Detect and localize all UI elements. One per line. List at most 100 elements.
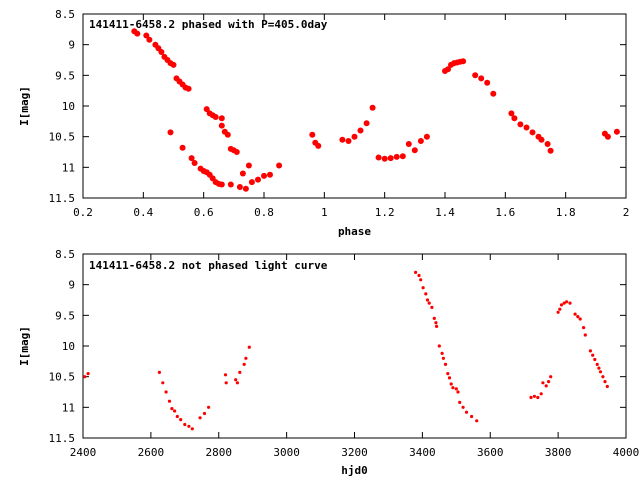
chart-1-data-point bbox=[315, 142, 322, 149]
chart-1-x-tick-label: 1 bbox=[321, 206, 328, 219]
chart-1-y-tick-label: 9 bbox=[68, 39, 75, 52]
chart-2-data-point bbox=[183, 422, 187, 427]
chart-1-data-point bbox=[185, 85, 192, 92]
chart-1-y-tick-label: 10 bbox=[62, 100, 75, 113]
chart-1-data-point bbox=[158, 49, 165, 55]
chart-2-data-point bbox=[223, 373, 228, 377]
chart-1-data-point bbox=[511, 115, 518, 122]
chart-1-data-point bbox=[191, 160, 198, 166]
chart-1-data-point bbox=[523, 124, 530, 131]
chart-1-y-tick-label: 11 bbox=[62, 161, 75, 174]
chart-2-data-point bbox=[419, 278, 423, 282]
chart-1-data-point bbox=[236, 184, 243, 190]
chart-2-data-point bbox=[198, 416, 202, 420]
chart-2-data-point bbox=[591, 353, 595, 357]
chart-2-data-point bbox=[559, 303, 564, 307]
chart-1-data-point bbox=[387, 155, 394, 162]
chart-2-data-point bbox=[565, 300, 569, 304]
chart-2-x-tick-label: 3600 bbox=[477, 446, 504, 459]
chart-2-data-point bbox=[425, 298, 430, 302]
chart-2-data-point bbox=[157, 370, 161, 374]
chart-1-data-point bbox=[255, 176, 261, 183]
chart-1-y-tick-label: 8.5 bbox=[55, 8, 75, 21]
chart-1-x-tick-label: 0.2 bbox=[73, 206, 93, 219]
chart-1-x-tick-label: 1.8 bbox=[556, 206, 576, 219]
chart-1-data-point bbox=[547, 147, 554, 154]
chart-1-data-point bbox=[267, 171, 273, 178]
chart-2-data-point bbox=[595, 362, 599, 366]
chart-2-data-point bbox=[593, 357, 597, 362]
chart-1-data-point bbox=[417, 138, 424, 144]
chart-1-data-point bbox=[242, 185, 249, 192]
chart-2-y-tick-label: 11 bbox=[62, 401, 75, 414]
chart-2-data-point bbox=[234, 378, 238, 382]
chart-1-x-axis-label: phase bbox=[338, 225, 371, 238]
chart-2-data-point bbox=[556, 310, 560, 314]
chart-1-data-point bbox=[203, 106, 210, 113]
chart-2-y-tick-label: 9 bbox=[68, 279, 75, 292]
chart-2-x-tick-label: 4000 bbox=[613, 446, 640, 459]
chart-1-data-point bbox=[233, 149, 240, 155]
chart-2-data-point bbox=[434, 321, 438, 325]
chart-2-data-point bbox=[173, 409, 177, 413]
chart-2-data-point bbox=[437, 344, 441, 348]
chart-2-data-point bbox=[447, 376, 452, 380]
chart-1-data-point bbox=[276, 162, 283, 169]
chart-1-data-point bbox=[508, 110, 515, 117]
chart-2-data-point bbox=[441, 356, 445, 360]
chart-1-data-point bbox=[245, 162, 252, 169]
chart-1-data-point bbox=[529, 129, 536, 136]
chart-1-data-point bbox=[375, 154, 382, 161]
chart-1-x-tick-label: 0.4 bbox=[133, 206, 153, 219]
chart-2-x-tick-label: 2400 bbox=[70, 446, 97, 459]
chart-2-data-point bbox=[430, 305, 434, 309]
chart-2-data-point bbox=[164, 390, 168, 394]
chart-2-data-point bbox=[244, 356, 248, 360]
chart-1-data-point bbox=[248, 179, 255, 186]
chart-1-data-point bbox=[478, 75, 485, 82]
chart-1-data-point bbox=[472, 72, 479, 79]
chart-2-data-point bbox=[417, 273, 421, 278]
chart-2-data-point bbox=[475, 419, 479, 423]
chart-2-data-point bbox=[187, 424, 191, 428]
chart-1-data-point bbox=[309, 131, 316, 138]
chart-2-data-point bbox=[547, 380, 551, 384]
chart-2-y-tick-label: 9.5 bbox=[55, 309, 75, 322]
chart-2-data-point bbox=[190, 427, 194, 431]
chart-1-data-point bbox=[170, 61, 177, 68]
chart-2-data-point bbox=[529, 395, 533, 400]
chart-2-data-point bbox=[597, 366, 601, 370]
chart-1-data-point bbox=[212, 114, 219, 120]
chart-2-data-point bbox=[536, 395, 540, 400]
chart-1-data-point bbox=[167, 129, 174, 136]
chart-2-data-point bbox=[549, 375, 553, 379]
chart-2-data-point bbox=[568, 301, 572, 305]
chart-2-data-point bbox=[432, 316, 436, 320]
chart-2-x-axis-label: hjd0 bbox=[341, 464, 368, 477]
chart-2-x-tick-label: 3000 bbox=[273, 446, 300, 459]
chart-2-data-point bbox=[582, 326, 586, 330]
chart-2-x-tick-label: 3800 bbox=[545, 446, 572, 459]
chart-2-data-point bbox=[458, 400, 462, 404]
chart-1-data-point bbox=[544, 141, 551, 147]
chart-2-data-point bbox=[170, 407, 174, 411]
chart-1-x-tick-label: 1.2 bbox=[375, 206, 395, 219]
chart-2-data-point bbox=[562, 301, 566, 305]
chart-2-data-point bbox=[440, 351, 444, 355]
chart-2-x-tick-label: 2800 bbox=[206, 446, 233, 459]
chart-1-x-tick-label: 1.6 bbox=[495, 206, 515, 219]
chart-2-y-tick-label: 10.5 bbox=[49, 371, 76, 384]
chart-1-data-point bbox=[484, 79, 491, 86]
chart-1-data-point bbox=[261, 172, 267, 179]
chart-2-title: 141411-6458.2 not phased light curve bbox=[89, 259, 328, 272]
chart-1-data-point bbox=[218, 122, 225, 129]
chart-2-data-point bbox=[470, 414, 474, 419]
chart-2-data-point bbox=[414, 270, 418, 274]
chart-2-data-point bbox=[224, 381, 228, 385]
chart-2-data-point bbox=[464, 410, 469, 414]
chart-1-data-point bbox=[134, 30, 141, 37]
chart-1-data-point bbox=[613, 128, 620, 135]
chart-2-data-point bbox=[435, 324, 439, 328]
chart-1-x-tick-label: 1.4 bbox=[435, 206, 455, 219]
